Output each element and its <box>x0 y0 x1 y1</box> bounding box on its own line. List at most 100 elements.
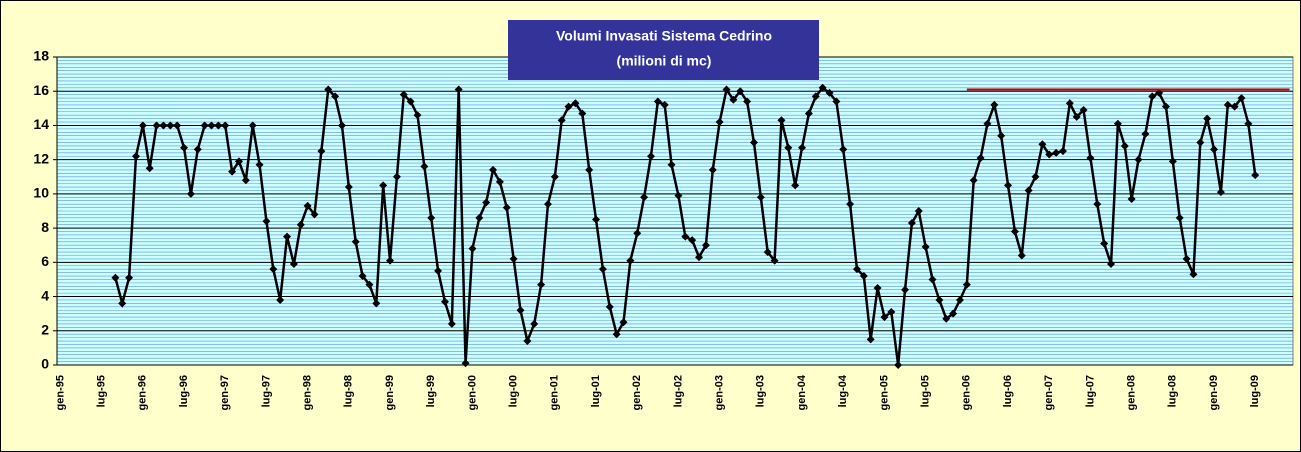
data-point <box>1038 140 1047 149</box>
data-point <box>1024 186 1033 195</box>
data-point <box>722 85 731 94</box>
data-point <box>1045 150 1054 159</box>
data-point <box>372 299 381 308</box>
data-point <box>475 213 484 222</box>
data-point <box>852 265 861 274</box>
data-point <box>1223 100 1232 109</box>
data-point <box>228 167 237 176</box>
data-point <box>688 236 697 245</box>
x-tick-label: lug-03 <box>755 375 767 407</box>
data-point <box>612 330 621 339</box>
data-point <box>262 217 271 226</box>
data-point <box>880 313 889 322</box>
data-point <box>296 220 305 229</box>
data-point <box>592 215 601 224</box>
x-tick-label: gen-04 <box>796 374 808 410</box>
data-point <box>461 359 470 368</box>
data-point <box>969 176 978 185</box>
data-point <box>269 265 278 274</box>
data-point <box>674 191 683 200</box>
x-tick-label: gen-01 <box>549 375 561 410</box>
data-point <box>214 121 223 130</box>
data-point <box>633 229 642 238</box>
x-tick-label: lug-08 <box>1167 375 1179 407</box>
data-point <box>1127 195 1136 204</box>
data-point <box>1155 88 1164 97</box>
data-point <box>420 162 429 171</box>
data-point <box>358 272 367 281</box>
data-point <box>1086 153 1095 162</box>
x-tick-label: lug-07 <box>1084 375 1096 407</box>
chart-title: Volumi Invasati Sistema Cedrino <box>556 28 772 44</box>
data-point <box>495 177 504 186</box>
data-point <box>846 200 855 209</box>
data-point <box>866 335 875 344</box>
data-point <box>729 95 738 104</box>
data-point <box>1052 148 1061 157</box>
data-point <box>193 145 202 154</box>
data-point <box>310 210 319 219</box>
x-tick-label: gen-96 <box>137 375 149 410</box>
data-point <box>1196 138 1205 147</box>
title-box <box>508 20 819 80</box>
data-point <box>681 232 690 241</box>
data-point <box>234 157 243 166</box>
data-point <box>516 306 525 315</box>
data-point <box>447 319 456 328</box>
data-point <box>646 152 655 161</box>
data-point <box>701 241 710 250</box>
data-point <box>605 302 614 311</box>
data-point <box>626 256 635 265</box>
data-point <box>839 145 848 154</box>
data-point <box>825 88 834 97</box>
data-point <box>111 273 120 282</box>
data-point <box>832 97 841 106</box>
x-tick-label: lug-06 <box>1002 375 1014 407</box>
data-point <box>427 213 436 222</box>
y-tick-label: 4 <box>41 287 49 303</box>
y-tick-label: 14 <box>33 116 49 132</box>
data-point <box>873 284 882 292</box>
data-point <box>1093 200 1102 209</box>
data-point <box>386 256 395 265</box>
data-point <box>1113 119 1122 128</box>
data-point <box>715 118 724 127</box>
data-point <box>640 193 649 202</box>
data-point <box>653 97 662 106</box>
data-point <box>1189 270 1198 279</box>
x-tick-label: gen-00 <box>466 375 478 410</box>
data-point <box>983 119 992 128</box>
data-point <box>578 109 587 118</box>
data-point <box>454 85 463 94</box>
data-point <box>1148 92 1157 101</box>
data-point <box>530 319 539 328</box>
data-point <box>1017 251 1026 260</box>
data-point <box>942 314 951 323</box>
data-point <box>811 92 820 101</box>
data-point <box>344 183 353 192</box>
data-point <box>406 97 415 106</box>
x-tick-label: lug-01 <box>590 375 602 407</box>
data-point <box>571 99 580 108</box>
data-point <box>1072 112 1081 121</box>
data-point <box>894 361 903 369</box>
data-point <box>434 266 443 275</box>
data-point <box>976 153 985 162</box>
x-tick-label: lug-00 <box>508 375 520 407</box>
data-point <box>798 143 807 152</box>
y-tick-label: 18 <box>33 48 49 64</box>
data-point <box>468 244 477 253</box>
y-tick-label: 0 <box>41 356 49 372</box>
data-point <box>482 198 491 207</box>
data-point <box>1141 130 1150 138</box>
data-point <box>207 121 216 130</box>
data-point <box>1058 147 1067 156</box>
x-tick-label: gen-98 <box>302 375 314 410</box>
data-point <box>537 280 546 289</box>
data-point <box>379 181 388 190</box>
data-point <box>667 160 676 169</box>
data-point <box>921 242 930 251</box>
data-point <box>1210 145 1219 154</box>
data-point <box>276 295 285 304</box>
data-point <box>118 299 127 308</box>
